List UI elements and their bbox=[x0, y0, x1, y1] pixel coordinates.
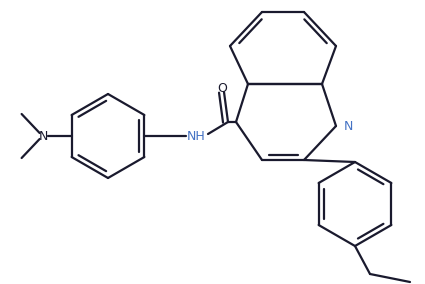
Text: N: N bbox=[344, 120, 353, 133]
Text: O: O bbox=[217, 82, 227, 95]
Text: N: N bbox=[39, 130, 48, 143]
Text: NH: NH bbox=[187, 130, 205, 143]
